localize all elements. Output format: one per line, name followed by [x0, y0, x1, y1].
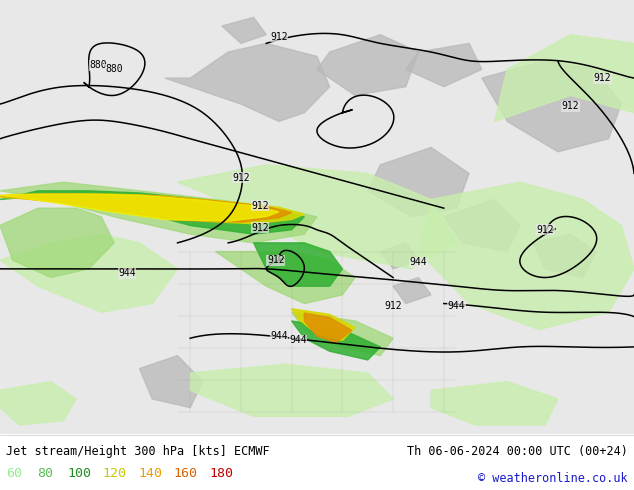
Text: Jet stream/Height 300 hPa [kts] ECMWF: Jet stream/Height 300 hPa [kts] ECMWF — [6, 445, 270, 458]
Text: 880: 880 — [89, 60, 107, 70]
Polygon shape — [292, 321, 380, 360]
Polygon shape — [216, 251, 355, 304]
Polygon shape — [0, 182, 317, 243]
Polygon shape — [139, 356, 203, 408]
Polygon shape — [380, 243, 418, 269]
Polygon shape — [317, 35, 418, 96]
Text: 180: 180 — [209, 467, 233, 480]
Polygon shape — [178, 165, 456, 269]
Polygon shape — [533, 234, 596, 277]
Text: 140: 140 — [138, 467, 162, 480]
Text: 944: 944 — [289, 336, 307, 345]
Polygon shape — [222, 17, 266, 44]
Polygon shape — [292, 312, 393, 356]
Text: 880: 880 — [105, 64, 123, 74]
Text: 944: 944 — [448, 301, 465, 311]
Text: 100: 100 — [67, 467, 91, 480]
Polygon shape — [165, 44, 330, 122]
Text: 80: 80 — [37, 467, 53, 480]
Polygon shape — [418, 182, 634, 330]
Polygon shape — [0, 234, 178, 312]
Polygon shape — [482, 61, 621, 152]
Text: 912: 912 — [593, 73, 611, 83]
Polygon shape — [0, 191, 304, 234]
Polygon shape — [444, 199, 520, 251]
Polygon shape — [0, 194, 279, 221]
Polygon shape — [368, 147, 469, 217]
Polygon shape — [0, 208, 114, 277]
Text: 912: 912 — [536, 225, 554, 235]
Text: 912: 912 — [267, 255, 285, 265]
Text: 912: 912 — [232, 173, 250, 183]
Text: 912: 912 — [251, 201, 269, 211]
Polygon shape — [292, 309, 355, 341]
Text: 912: 912 — [384, 301, 402, 311]
Text: 912: 912 — [270, 32, 288, 42]
Text: 60: 60 — [6, 467, 22, 480]
Text: 912: 912 — [251, 222, 269, 233]
Text: 912: 912 — [562, 101, 579, 111]
Polygon shape — [254, 243, 342, 286]
Polygon shape — [190, 364, 393, 416]
Text: 944: 944 — [118, 268, 136, 278]
Text: 944: 944 — [410, 257, 427, 268]
Polygon shape — [431, 382, 558, 425]
Text: 944: 944 — [270, 331, 288, 341]
Polygon shape — [0, 194, 292, 222]
Polygon shape — [0, 194, 304, 224]
Text: © weatheronline.co.uk: © weatheronline.co.uk — [478, 472, 628, 486]
Text: 160: 160 — [174, 467, 198, 480]
Polygon shape — [406, 44, 482, 87]
Polygon shape — [393, 277, 431, 304]
Text: Th 06-06-2024 00:00 UTC (00+24): Th 06-06-2024 00:00 UTC (00+24) — [407, 445, 628, 458]
Polygon shape — [304, 313, 352, 343]
Polygon shape — [495, 35, 634, 122]
Polygon shape — [0, 382, 76, 425]
Text: 120: 120 — [103, 467, 127, 480]
